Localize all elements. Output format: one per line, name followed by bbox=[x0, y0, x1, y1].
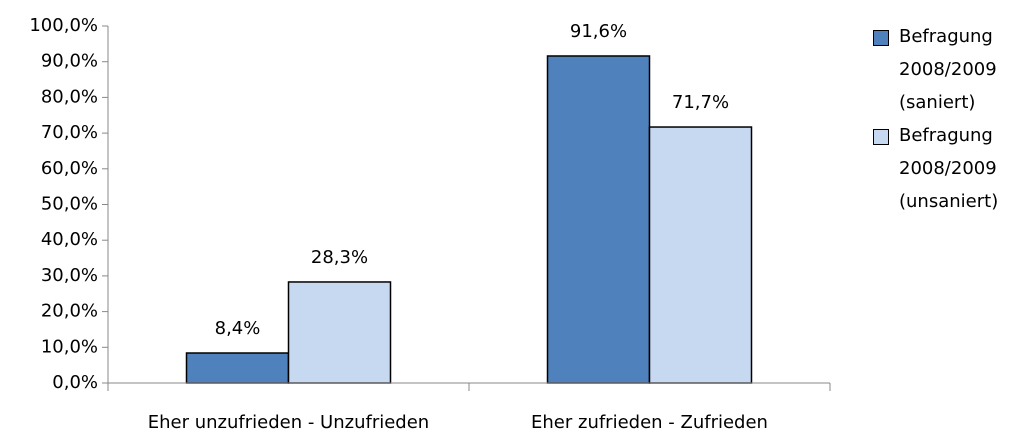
y-tick-label: 90,0% bbox=[41, 51, 98, 72]
y-tick-label: 60,0% bbox=[41, 158, 98, 179]
legend-swatch bbox=[873, 30, 889, 46]
x-tick-label: Eher unzufrieden - Unzufrieden bbox=[148, 412, 429, 433]
y-tick-label: 20,0% bbox=[41, 301, 98, 322]
bar bbox=[287, 281, 392, 384]
y-tick-label: 50,0% bbox=[41, 194, 98, 215]
y-tick-label: 10,0% bbox=[41, 336, 98, 357]
y-tick-label: 40,0% bbox=[41, 229, 98, 250]
data-label: 91,6% bbox=[570, 21, 627, 42]
legend-item: Befragung 2008/2009 (unsaniert) bbox=[873, 119, 1022, 218]
data-label: 28,3% bbox=[311, 247, 368, 268]
y-tick-label: 80,0% bbox=[41, 86, 98, 107]
bar bbox=[185, 352, 290, 384]
legend-swatch bbox=[873, 129, 889, 145]
legend-label: Befragung 2008/2009 (saniert) bbox=[899, 26, 997, 113]
y-tick-label: 30,0% bbox=[41, 265, 98, 286]
legend: Befragung 2008/2009 (saniert) Befragung 2… bbox=[873, 20, 1022, 218]
y-tick-label: 100,0% bbox=[29, 15, 98, 36]
data-label: 8,4% bbox=[215, 318, 261, 339]
legend-label: Befragung 2008/2009 (unsaniert) bbox=[899, 125, 999, 212]
data-label: 71,7% bbox=[672, 92, 729, 113]
y-tick-label: 0,0% bbox=[52, 372, 98, 393]
bar bbox=[648, 126, 753, 384]
legend-item: Befragung 2008/2009 (saniert) bbox=[873, 20, 1022, 119]
x-tick-label: Eher zufrieden - Zufrieden bbox=[531, 412, 768, 433]
y-tick-label: 70,0% bbox=[41, 122, 98, 143]
bar bbox=[546, 55, 651, 384]
